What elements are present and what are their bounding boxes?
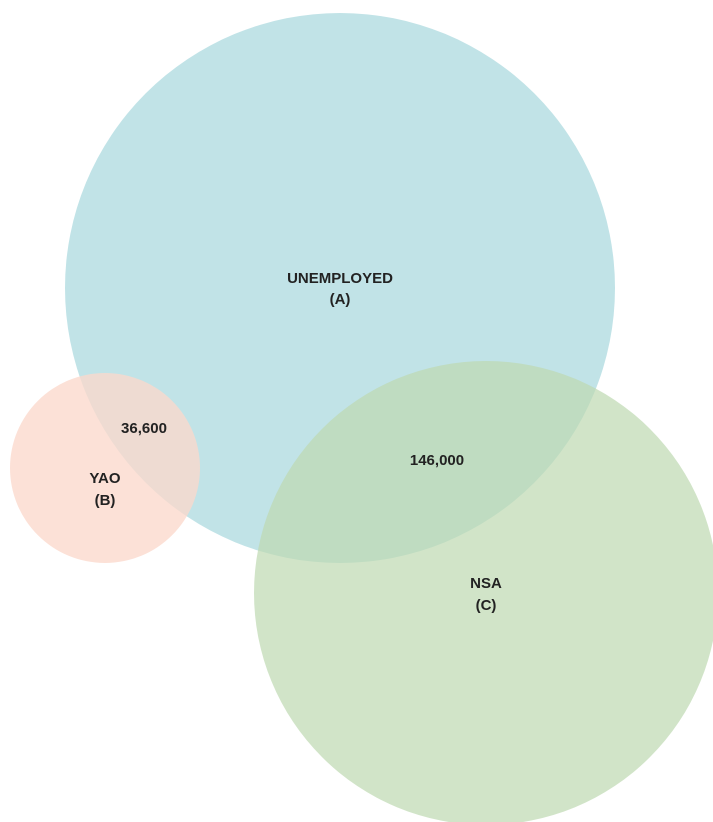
- intersection-ac-value: 146,000: [410, 452, 464, 469]
- set-b-letter: (B): [95, 492, 116, 509]
- circle-nsa: [254, 361, 713, 822]
- set-labels: UNEMPLOYED (A) YAO (B) NSA (C): [89, 270, 502, 614]
- set-a-name: UNEMPLOYED: [287, 270, 393, 287]
- set-a-letter: (A): [330, 291, 351, 308]
- circle-yao: [10, 373, 200, 563]
- intersection-labels: 36,600 146,000: [121, 420, 464, 469]
- set-b-name: YAO: [89, 470, 120, 487]
- venn-circles: [10, 13, 713, 822]
- set-c-letter: (C): [476, 597, 497, 614]
- intersection-ab-value: 36,600: [121, 420, 167, 437]
- set-c-name: NSA: [470, 575, 502, 592]
